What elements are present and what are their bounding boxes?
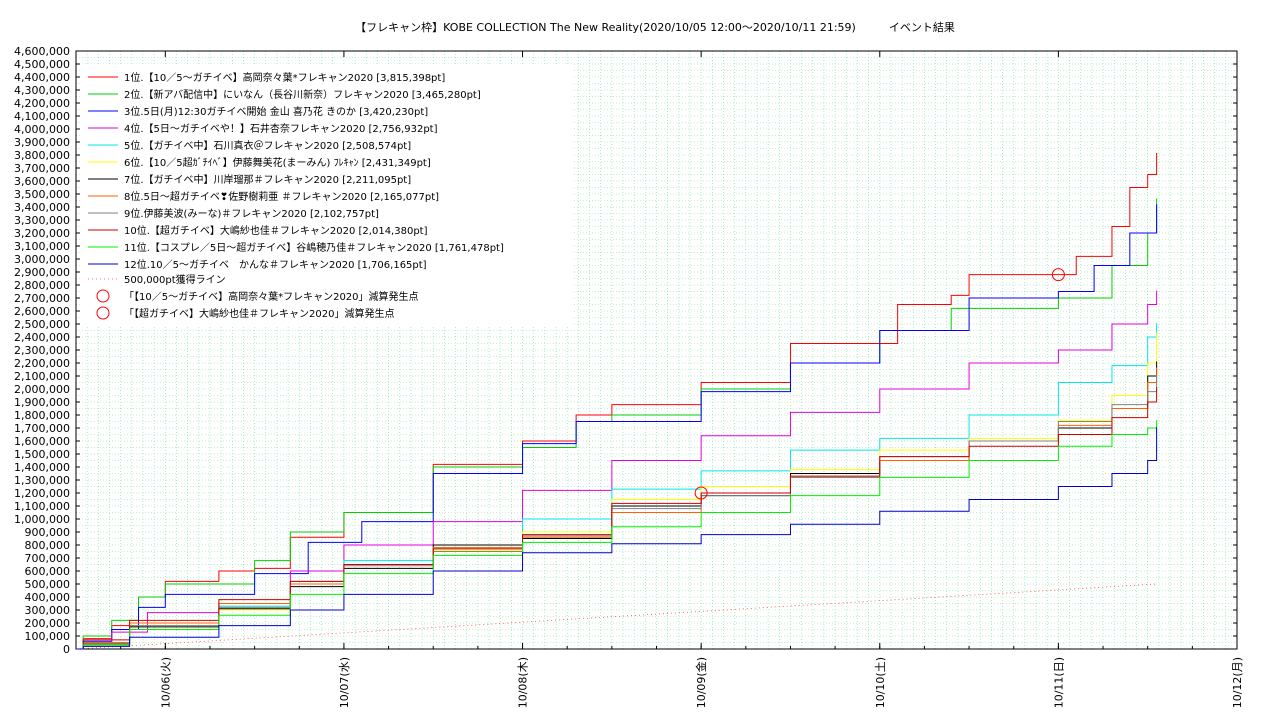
y-tick-label: 4,300,000 bbox=[14, 84, 70, 97]
y-tick-label: 4,400,000 bbox=[14, 71, 70, 84]
legend-box bbox=[82, 64, 572, 326]
marker-circle-1 bbox=[1051, 268, 1065, 282]
y-tick-label: 1,400,000 bbox=[14, 461, 70, 474]
y-tick-label: 1,100,000 bbox=[14, 500, 70, 513]
series-line-12 bbox=[76, 427, 1158, 650]
y-tick-label: 2,300,000 bbox=[14, 344, 70, 357]
legend: 1位.【10／5〜ガチイベ】高岡奈々葉*フレキャン2020 [3,815,398… bbox=[82, 64, 572, 326]
y-tick-label: 1,200,000 bbox=[14, 487, 70, 500]
y-tick-label: 1,500,000 bbox=[14, 448, 70, 461]
legend-label: 6位.【10／5超ｶﾞﾁｲﾍﾞ】伊藤舞美花(まーみん) ﾌﾚｷｬﾝ [2,431… bbox=[124, 156, 431, 169]
y-tick-label: 4,600,000 bbox=[14, 45, 70, 58]
legend-label: 11位.【コスプレ／5日〜超ガチイベ】谷嶋穂乃佳＃フレキャン2020 [1,76… bbox=[124, 241, 504, 254]
series-lines bbox=[75, 152, 1158, 650]
legend-marker-icon bbox=[96, 306, 110, 320]
legend-label: 7位.【ガチイベ中】川岸瑠那＃フレキャン2020 [2,211,095pt] bbox=[124, 173, 411, 186]
x-tick-label: 10/11(日) bbox=[1052, 657, 1065, 708]
y-tick-label: 3,800,000 bbox=[14, 149, 70, 162]
y-tick-label: 2,100,000 bbox=[14, 370, 70, 383]
x-tick-label: 10/10(土) bbox=[874, 657, 887, 708]
y-tick-label: 3,000,000 bbox=[14, 253, 70, 266]
series-line-3 bbox=[76, 204, 1158, 650]
y-tick-label: 3,500,000 bbox=[14, 188, 70, 201]
series-line-11 bbox=[76, 420, 1158, 650]
legend-label: 3位.5日(月)12:30ガチイベ開始 金山 喜乃花 きのか [3,420,23… bbox=[124, 105, 428, 118]
series-line-6 bbox=[76, 332, 1158, 650]
y-tick-label: 1,900,000 bbox=[14, 396, 70, 409]
x-tick-label: 10/12(月) bbox=[1231, 657, 1244, 708]
legend-label-marker: 「【超ガチイベ】大嶋紗也佳＃フレキャン2020」減算発生点 bbox=[124, 307, 394, 320]
legend-label: 12位.10／5〜ガチイベ かんな＃フレキャン2020 [1,706,165pt… bbox=[124, 258, 427, 271]
legend-label: 2位.【新アバ配信中】にいなん（長谷川新奈）フレキャン2020 [3,465,2… bbox=[124, 88, 481, 101]
x-tick-label: 10/08(木) bbox=[517, 657, 530, 708]
y-tick-label: 1,700,000 bbox=[14, 422, 70, 435]
y-tick-label: 3,100,000 bbox=[14, 240, 70, 253]
y-tick-label: 4,500,000 bbox=[14, 58, 70, 71]
y-tick-label: 500,000 bbox=[25, 578, 71, 591]
y-tick-label: 4,100,000 bbox=[14, 110, 70, 123]
y-tick-label: 4,000,000 bbox=[14, 123, 70, 136]
legend-label: 8位.5日〜超ガチイベ❣佐野樹莉亜 ＃フレキャン2020 [2,165,077p… bbox=[124, 190, 439, 203]
y-tick-label: 1,600,000 bbox=[14, 435, 70, 448]
markers bbox=[694, 268, 1065, 500]
legend-label-target: 500,000pt獲得ライン bbox=[124, 273, 226, 286]
y-tick-label: 3,400,000 bbox=[14, 201, 70, 214]
y-tick-label: 2,900,000 bbox=[14, 266, 70, 279]
y-tick-label: 3,700,000 bbox=[14, 162, 70, 175]
y-tick-label: 2,500,000 bbox=[14, 318, 70, 331]
legend-label: 4位.【5日〜ガチイベや！】石井杏奈フレキャン2020 [2,756,932pt… bbox=[124, 122, 438, 135]
y-tick-label: 700,000 bbox=[25, 552, 71, 565]
y-tick-label: 2,400,000 bbox=[14, 331, 70, 344]
chart-title: 【フレキャン枠】KOBE COLLECTION The New Reality(… bbox=[355, 21, 955, 34]
legend-label: 1位.【10／5〜ガチイベ】高岡奈々葉*フレキャン2020 [3,815,398… bbox=[124, 71, 445, 84]
marker-circle-2 bbox=[694, 486, 708, 500]
y-tick-label: 2,000,000 bbox=[14, 383, 70, 396]
y-tick-label: 2,800,000 bbox=[14, 279, 70, 292]
y-tick-label: 3,600,000 bbox=[14, 175, 70, 188]
y-tick-label: 3,900,000 bbox=[14, 136, 70, 149]
y-tick-label: 3,200,000 bbox=[14, 227, 70, 240]
axes: 0100,000200,000300,000400,000500,000600,… bbox=[14, 45, 1244, 708]
y-tick-label: 2,600,000 bbox=[14, 305, 70, 318]
y-tick-label: 0 bbox=[63, 643, 70, 656]
y-tick-label: 1,800,000 bbox=[14, 409, 70, 422]
legend-marker-icon bbox=[96, 289, 110, 303]
y-tick-label: 600,000 bbox=[25, 565, 71, 578]
legend-label: 10位.【超ガチイベ】大嶋紗也佳＃フレキャン2020 [2,014,380pt] bbox=[124, 224, 428, 237]
y-tick-label: 100,000 bbox=[25, 630, 71, 643]
y-tick-label: 900,000 bbox=[25, 526, 71, 539]
y-tick-label: 1,000,000 bbox=[14, 513, 70, 526]
y-tick-label: 4,200,000 bbox=[14, 97, 70, 110]
series-line-4 bbox=[76, 290, 1158, 650]
x-tick-label: 10/07(水) bbox=[338, 657, 351, 708]
series-line-10 bbox=[76, 387, 1158, 650]
x-tick-label: 10/09(金) bbox=[694, 657, 708, 708]
y-tick-label: 400,000 bbox=[25, 591, 71, 604]
legend-label: 5位.【ガチイベ中】石川真衣＠フレキャン2020 [2,508,574pt] bbox=[124, 139, 411, 152]
y-tick-label: 2,700,000 bbox=[14, 292, 70, 305]
legend-label: 9位.伊藤美波(みーな)＃フレキャン2020 [2,102,757pt] bbox=[124, 207, 379, 220]
y-tick-label: 1,300,000 bbox=[14, 474, 70, 487]
y-tick-label: 800,000 bbox=[25, 539, 71, 552]
x-tick-label: 10/06(火) bbox=[159, 657, 172, 708]
y-tick-label: 300,000 bbox=[25, 604, 71, 617]
legend-label-marker: 「【10／5〜ガチイベ】高岡奈々葉*フレキャン2020」減算発生点 bbox=[124, 290, 419, 303]
y-tick-label: 3,300,000 bbox=[14, 214, 70, 227]
y-tick-label: 2,200,000 bbox=[14, 357, 70, 370]
y-tick-label: 200,000 bbox=[25, 617, 71, 630]
target-line bbox=[75, 583, 1157, 650]
